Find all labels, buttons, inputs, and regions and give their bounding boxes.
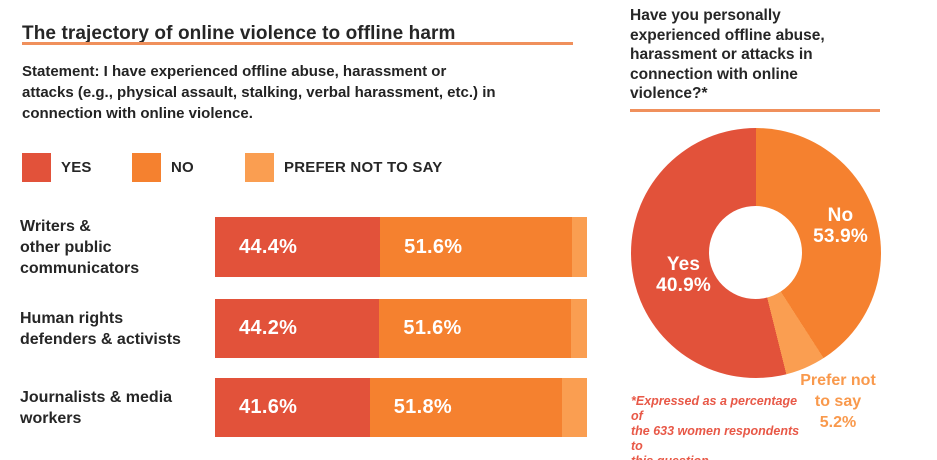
bar-segment-prefer [572,217,587,277]
category-label-defenders: Human rights defenders & activists [20,299,208,358]
bar-segment-prefer [571,299,587,358]
donut-label-line: 5.2% [819,414,857,431]
question-line: Have you personally [630,7,781,24]
bar-segment-yes: 44.4% [215,217,381,277]
category-label-line: workers [20,409,82,427]
category-label-line: Journalists & media [20,388,173,406]
category-label-line: defenders & activists [20,330,181,348]
question-line: connection with online [630,65,798,83]
legend-swatch-prefer [245,152,274,182]
bar-segment-yes: 44.2% [215,299,380,358]
bar-value-yes: 44.4% [239,235,298,258]
donut-label-line: Yes [666,254,701,275]
bar-row-defenders: Human rights defenders & activists 44.2%… [0,299,600,358]
statement-line: Statement: I have experienced offline ab… [22,63,447,80]
bar-value-yes: 44.2% [239,317,298,339]
statement-line: connection with online violence. [22,105,253,122]
category-label-writers: Writers & other public communicators [20,217,208,277]
legend-item-no: NO [132,152,194,182]
bar-value-no: 51.6% [403,317,462,339]
category-label-line: communicators [20,259,140,277]
bar-value-yes: 41.6% [239,396,298,418]
category-label-line: Writers & [20,217,91,235]
statement-text: Statement: I have experienced offline ab… [22,61,607,124]
bar-value-no: 51.6% [404,235,463,258]
bar-segment-no: 51.6% [379,299,572,358]
donut-label-line: No [827,205,854,226]
legend-swatch-yes [22,152,51,182]
legend-label-prefer: PREFER NOT TO SAY [284,158,443,176]
donut-label-yes: Yes 40.9% [626,254,741,296]
category-label-journalists: Journalists & media workers [20,378,208,437]
legend-swatch-no [132,152,161,182]
bar-row-writers: Writers & other public communicators 44.… [0,217,600,277]
donut-label-prefer-not-to-say: Prefer not to say 5.2% [763,370,913,433]
legend-item-yes: YES [22,152,92,182]
donut-label-line: to say [814,393,862,410]
donut-label-line: 40.9% [656,275,711,296]
footnote-line: *Expressed as a percentage of [631,394,798,423]
bar-value-no: 51.8% [393,396,452,418]
stacked-bar-defenders: 44.2% 51.6% [215,299,587,358]
category-label-line: Human rights [20,309,124,327]
stacked-bar-journalists: 41.6% 51.8% [215,378,587,437]
bar-segment-no: 51.8% [369,378,563,437]
donut-hole [709,206,802,299]
page-title: The trajectory of online violence to off… [22,22,456,44]
legend: YES NO PREFER NOT TO SAY [0,152,600,182]
footnote-line: this question [631,454,811,460]
legend-item-prefer-not-to-say: PREFER NOT TO SAY [245,152,442,182]
question-line: experienced offline abuse, [630,26,825,44]
donut-question-title: Have you personally experienced offline … [630,6,925,104]
question-underline [630,109,880,112]
legend-label-no: NO [171,158,194,176]
question-line: violence?* [630,85,708,102]
bar-row-journalists: Journalists & media workers 41.6% 51.8% [0,378,600,437]
statement-line: attacks (e.g., physical assault, stalkin… [22,84,496,101]
footnote: *Expressed as a percentage of the 633 wo… [631,394,811,460]
bar-segment-yes: 41.6% [215,378,370,437]
donut-label-line: Prefer not [800,372,876,389]
footnote-line: the 633 women respondents to [631,424,800,453]
question-line: harassment or attacks in [630,46,813,63]
bar-segment-no: 51.6% [380,217,573,277]
category-label-line: other public [20,238,112,256]
bar-segment-prefer [562,378,587,437]
stacked-bar-writers: 44.4% 51.6% [215,217,587,277]
title-underline [22,42,573,45]
legend-label-yes: YES [61,158,92,176]
donut-label-line: 53.9% [813,226,868,247]
donut-label-no: No 53.9% [783,205,898,247]
